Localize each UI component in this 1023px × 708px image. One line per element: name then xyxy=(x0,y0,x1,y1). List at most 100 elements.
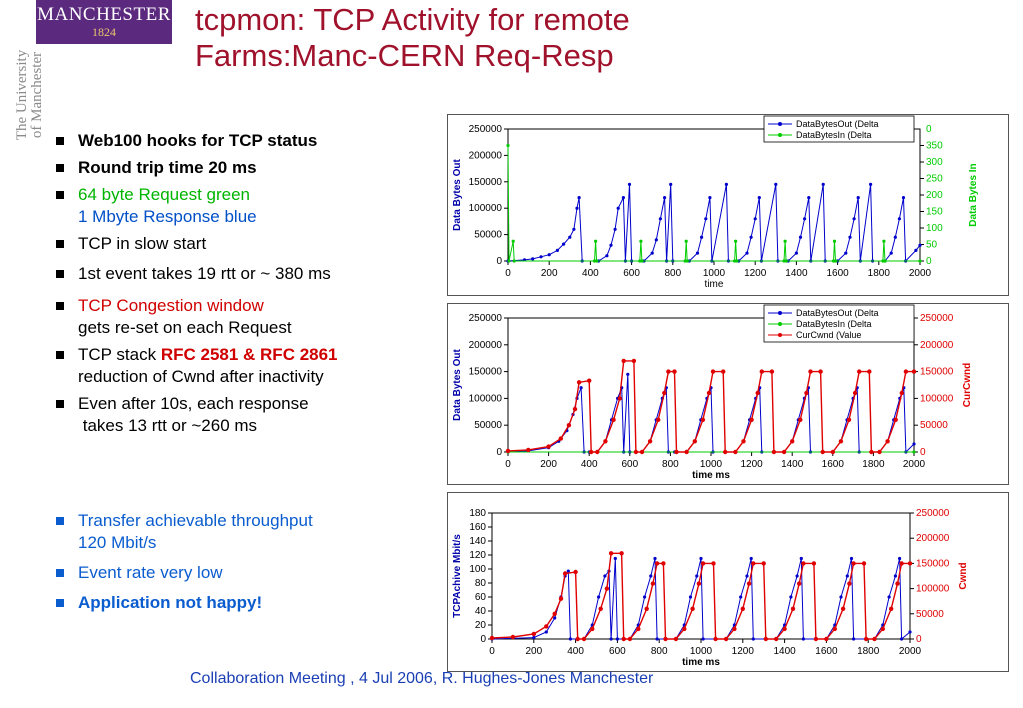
data-point xyxy=(759,369,764,374)
y-tick-label: 250000 xyxy=(469,124,503,135)
data-point xyxy=(797,581,802,586)
data-point xyxy=(895,581,900,586)
data-point xyxy=(799,556,803,561)
data-point xyxy=(852,390,858,396)
data-point xyxy=(803,217,807,221)
data-point xyxy=(609,243,613,247)
data-point xyxy=(856,196,860,200)
data-point xyxy=(801,561,806,566)
data-point xyxy=(740,606,745,611)
data-point xyxy=(621,636,626,642)
data-point xyxy=(782,626,787,632)
data-point xyxy=(608,551,614,556)
data-point xyxy=(544,630,548,634)
y2-tick-label: 100 xyxy=(926,223,943,234)
y-tick-label: 120 xyxy=(469,550,486,561)
data-point xyxy=(804,390,809,396)
data-point xyxy=(576,380,582,385)
data-point xyxy=(617,396,622,401)
data-point xyxy=(566,423,572,428)
data-point xyxy=(692,439,697,444)
data-point xyxy=(769,369,775,374)
data-point xyxy=(734,239,738,243)
data-point xyxy=(590,626,595,632)
legend-label: DataBytesOut (Delta xyxy=(796,119,879,129)
data-point xyxy=(626,372,630,376)
data-point xyxy=(845,574,849,578)
data-point xyxy=(621,196,625,200)
bullet-square-icon xyxy=(56,517,64,525)
data-point xyxy=(848,235,852,239)
bullet-list-main: Web100 hooks for TCP status Round trip t… xyxy=(50,130,410,437)
x-tick-label: 1400 xyxy=(781,459,804,470)
data-point xyxy=(749,556,753,561)
bullet-text: TCP stack xyxy=(78,345,161,364)
y-tick-label: 180 xyxy=(469,508,486,519)
data-point xyxy=(532,636,536,640)
data-point xyxy=(732,626,737,632)
y2-tick-label: 50000 xyxy=(916,609,944,620)
bullet-square-icon xyxy=(56,137,64,145)
data-point xyxy=(566,569,570,573)
data-point xyxy=(701,637,705,641)
data-point xyxy=(790,439,795,444)
data-point xyxy=(640,259,644,263)
data-point xyxy=(781,449,787,455)
data-point xyxy=(885,439,890,444)
x-tick-label: 1600 xyxy=(826,268,849,279)
data-point xyxy=(755,390,760,396)
data-point xyxy=(808,369,813,374)
y-tick-label: 150000 xyxy=(469,367,503,378)
data-point xyxy=(558,436,563,441)
y-tick-label: 100 xyxy=(469,564,486,575)
bullet-text: RFC 2581 & RFC 2861 xyxy=(160,345,338,364)
legend-marker xyxy=(778,322,782,326)
data-point xyxy=(639,239,643,243)
data-point xyxy=(832,239,837,243)
chart-cwnd: 0 200 400 600 800 1000 1200 1400 1600 1800 2000 250… xyxy=(447,303,1009,485)
x-tick-label: 1200 xyxy=(732,646,755,657)
data-point xyxy=(857,369,862,374)
data-point xyxy=(899,390,904,396)
data-point xyxy=(589,449,594,455)
bullet-list-conclusions: Transfer achievable throughput 120 Mbit/s… xyxy=(50,510,410,614)
data-point xyxy=(649,574,653,578)
y2-tick-label: 150000 xyxy=(916,558,950,569)
data-point xyxy=(575,636,580,642)
data-point xyxy=(798,417,803,422)
data-point xyxy=(789,595,793,599)
data-point xyxy=(597,595,601,599)
data-point xyxy=(820,449,825,455)
data-point xyxy=(733,449,738,455)
data-point xyxy=(900,637,904,641)
title-line-1: tcpmon: TCP Activity for remote xyxy=(195,2,630,37)
data-point xyxy=(914,248,918,252)
bullet-text: Web100 hooks for TCP status xyxy=(78,131,318,150)
data-point xyxy=(869,182,873,186)
university-logo: MANCHESTER 1824 xyxy=(36,0,172,44)
y-tick-label: 0 xyxy=(496,256,502,267)
data-point xyxy=(832,626,837,632)
bullet-text: Even after 10s, each response xyxy=(78,394,309,413)
data-point xyxy=(833,259,838,263)
y-tick-label: 50000 xyxy=(474,230,502,241)
data-point xyxy=(852,637,856,641)
bullet-square-icon xyxy=(56,400,64,408)
data-point xyxy=(568,235,572,239)
data-point xyxy=(872,636,877,642)
data-point xyxy=(711,561,716,566)
side-text-line-1: The University xyxy=(14,49,30,141)
data-point xyxy=(883,259,887,263)
y2-tick-label: 250 xyxy=(926,174,943,185)
data-point xyxy=(572,227,576,231)
bullet-text: Round trip time 20 ms xyxy=(78,158,257,177)
data-point xyxy=(631,358,637,364)
bullet-item: Application not happy! xyxy=(50,592,410,614)
bullet-text: 64 byte Request green xyxy=(78,185,251,204)
data-point xyxy=(893,235,897,239)
data-point xyxy=(867,369,872,374)
data-point xyxy=(663,196,667,200)
bullet-item: Transfer achievable throughput 120 Mbit/s xyxy=(50,510,410,554)
y-tick-label: 80 xyxy=(475,578,487,589)
data-point xyxy=(609,637,613,641)
